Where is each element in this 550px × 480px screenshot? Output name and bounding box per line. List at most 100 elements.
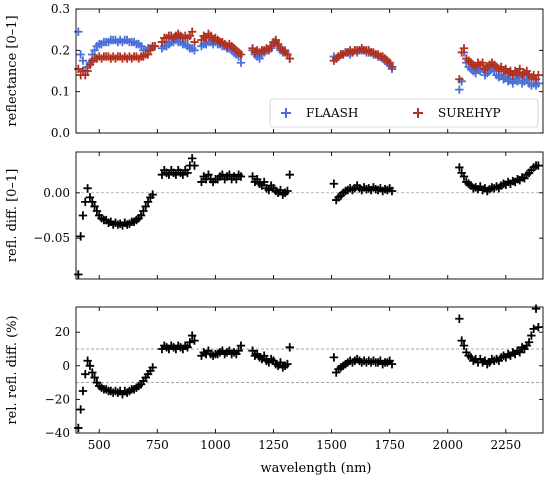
data-point (150, 42, 160, 51)
data-point (248, 172, 257, 181)
y-tick-label: −40 (45, 426, 70, 440)
legend-label: FLAASH (306, 106, 358, 120)
data-point (88, 368, 97, 377)
y-axis-label: refl. diff. [0–1] (5, 169, 20, 263)
data-point (85, 193, 95, 202)
legend-label: SUREHYP (438, 106, 501, 120)
data-point (236, 341, 246, 350)
data-point (190, 161, 199, 170)
data-point (76, 50, 85, 59)
data-point (455, 163, 464, 172)
data-point (264, 185, 274, 195)
data-point (253, 175, 262, 184)
data-point (329, 179, 339, 188)
data-point (148, 363, 157, 372)
data-point (178, 170, 188, 179)
data-point (459, 172, 469, 181)
data-point (74, 64, 83, 74)
panel-2: −0.05 0.00 refl. diff. [0–1] (5, 151, 544, 280)
data-point (455, 314, 464, 323)
y-tick-label: 20 (55, 325, 70, 339)
data-point (83, 66, 92, 76)
data-point (387, 186, 397, 196)
plot-frame (75, 151, 544, 280)
data-point (190, 37, 199, 47)
y-tick-label: 0.00 (43, 186, 70, 200)
legend-box (269, 98, 539, 128)
data-point (185, 338, 195, 347)
data-point (457, 336, 466, 345)
x-axis-label: wavelength (nm) (260, 461, 371, 476)
legend-marker (413, 108, 423, 118)
data-point (88, 197, 97, 207)
y-tick-label: 0.0 (51, 126, 70, 140)
y-tick-label: 0 (62, 359, 70, 373)
data-point (92, 206, 102, 216)
data-point (459, 341, 469, 350)
x-tick-label: 500 (88, 438, 111, 452)
data-point (183, 343, 192, 352)
x-tick-label: 2000 (432, 438, 463, 452)
data-point (531, 304, 541, 313)
x-tick-label: 1000 (200, 438, 231, 452)
data-point (74, 27, 83, 36)
x-tick-label: 1500 (316, 438, 347, 452)
data-point (190, 46, 199, 55)
y-axis-label: rel. refl. diff. (%) (5, 315, 20, 424)
data-point (225, 170, 234, 179)
data-point (276, 358, 285, 367)
data-point (236, 50, 246, 59)
data-point (534, 322, 543, 332)
x-tick-label: 1250 (258, 438, 289, 452)
data-point (83, 184, 92, 193)
data-point (534, 161, 543, 170)
data-point (329, 353, 339, 362)
data-point (143, 197, 153, 207)
panel-1: 0.0 0.1 0.2 0.3 reflectance [0–1] FLAASH SUREH… (5, 2, 544, 140)
y-tick-label: 0.1 (51, 85, 70, 99)
data-point (190, 336, 199, 345)
data-point (76, 232, 85, 241)
data-point (78, 56, 88, 65)
data-point (478, 58, 487, 67)
data-point (455, 85, 464, 94)
data-point (259, 177, 269, 187)
data-point (276, 185, 285, 195)
data-point (234, 346, 243, 355)
data-point (74, 423, 83, 433)
data-point (141, 202, 150, 211)
data-point (81, 370, 90, 379)
x-tick-label: 1750 (374, 438, 405, 452)
legend-marker (281, 108, 291, 118)
data-point (187, 154, 197, 163)
data-point (259, 351, 269, 360)
y-tick-label: −20 (45, 392, 70, 406)
data-point (285, 54, 294, 63)
data-point (148, 190, 157, 199)
data-point (283, 359, 292, 369)
data-point (455, 75, 464, 84)
data-point (524, 338, 534, 347)
y-tick-label: −0.05 (33, 231, 70, 245)
plot-frame (75, 306, 544, 434)
data-point (78, 386, 88, 396)
data-point (529, 324, 538, 334)
x-tick-label: 2250 (491, 438, 522, 452)
y-tick-label: 0.2 (51, 43, 70, 57)
data-point (387, 62, 397, 72)
data-point (83, 356, 92, 365)
data-point (527, 331, 536, 340)
data-point (459, 44, 469, 53)
data-point (187, 331, 197, 340)
data-point (76, 405, 85, 414)
data-point (534, 70, 543, 80)
series-diff (74, 304, 543, 433)
data-point (85, 361, 95, 370)
data-point (197, 177, 206, 187)
panel-3: 500 750 1000 1250 1500 1750 2000 2250 −40 −20 0 20 r… (5, 304, 544, 452)
y-tick-label: 0.3 (51, 2, 70, 16)
data-point (387, 359, 397, 369)
data-point (74, 270, 83, 279)
y-axis-label: reflectance [0–1] (5, 15, 20, 126)
